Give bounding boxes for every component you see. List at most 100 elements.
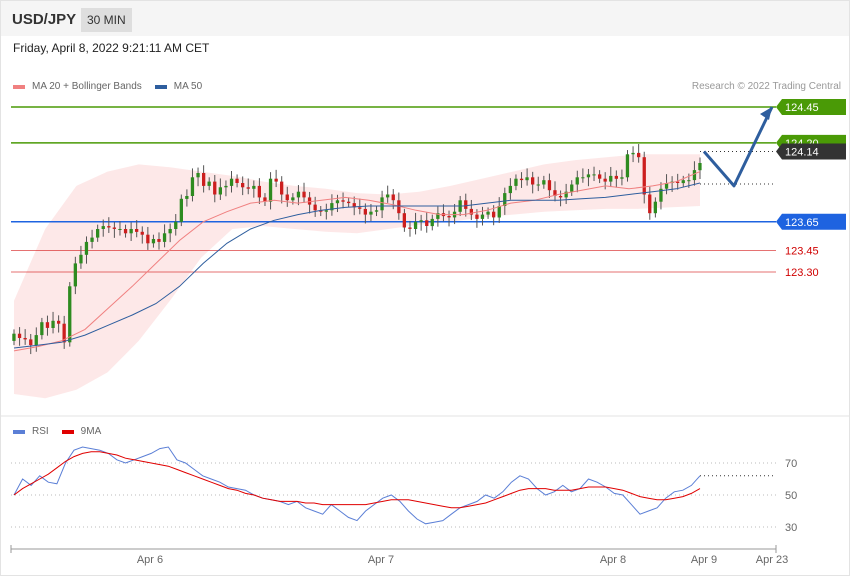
candle-down: [202, 173, 206, 186]
ma50-line: [13, 182, 701, 349]
candle-down: [352, 203, 356, 208]
candle-down: [614, 175, 618, 179]
candle-down: [475, 214, 479, 219]
candle-down: [402, 213, 406, 228]
candle-down: [112, 227, 116, 229]
candle-up: [514, 178, 518, 186]
legend-swatch: [13, 429, 25, 434]
rsi-tick-label: 30: [785, 522, 797, 534]
candle-down: [492, 211, 496, 218]
candle-down: [257, 185, 261, 198]
candle-up: [218, 187, 222, 195]
candle-up: [687, 180, 691, 182]
rsi-9ma-line: [13, 451, 701, 509]
candle-down: [17, 333, 22, 338]
candle-down: [319, 210, 323, 212]
candle-down: [274, 178, 278, 182]
level-badge-bg: [776, 143, 846, 160]
legend-label: MA 20 + Bollinger Bands: [32, 81, 142, 92]
candle-up: [179, 198, 183, 222]
candle-up: [486, 211, 490, 215]
candle-up: [592, 174, 596, 176]
level-badge: 124.14: [776, 143, 846, 160]
candle-down: [558, 196, 563, 198]
candle-up: [681, 180, 685, 184]
candle-up: [525, 177, 529, 181]
candle-down: [23, 338, 27, 340]
candle-down: [307, 197, 312, 205]
candle-up: [497, 206, 501, 218]
candle-up: [653, 201, 657, 214]
level-label: 123.45: [785, 245, 819, 257]
candle-up: [692, 170, 697, 181]
timeframe-badge[interactable]: 30 MIN: [81, 8, 132, 32]
legend-9ma: 9MA: [61, 426, 102, 437]
candle-up: [330, 203, 334, 211]
candle-up: [96, 229, 100, 238]
candle-down: [637, 152, 641, 158]
candle-down: [213, 181, 217, 195]
main-legend: MA 20 + Bollinger Bands MA 50: [13, 81, 215, 92]
candle-down: [408, 227, 412, 229]
candle-down: [107, 226, 111, 228]
candle-up: [503, 193, 507, 206]
level-label: 124.14: [785, 146, 819, 158]
legend-swatch: [61, 429, 74, 434]
candle-down: [447, 216, 451, 218]
x-tick-label: Apr 8: [600, 554, 626, 566]
candle-down: [464, 200, 468, 209]
candle-down: [553, 190, 557, 196]
candle-down: [397, 200, 401, 214]
bollinger-band: [14, 154, 700, 399]
rsi-line: [13, 446, 701, 525]
candle-down: [45, 322, 50, 328]
legend-rsi: RSI: [13, 426, 49, 437]
candle-down: [241, 183, 245, 188]
x-tick-label: Apr 7: [368, 554, 394, 566]
candle-down: [146, 234, 150, 244]
candle-up: [291, 197, 295, 201]
candle-up: [508, 185, 512, 194]
candle-up: [581, 177, 585, 179]
candle-up: [380, 197, 384, 211]
candle-down: [341, 200, 345, 202]
rsi-tick-label: 50: [785, 490, 797, 502]
candle-up: [224, 185, 228, 188]
candle-down: [358, 207, 362, 209]
candle-up: [296, 191, 301, 198]
candle-up: [436, 213, 440, 219]
candle-up: [369, 211, 373, 215]
legend-label: 9MA: [80, 426, 102, 437]
candle-up: [586, 174, 591, 178]
legend-ma50: MA 50: [154, 81, 202, 92]
candle-up: [51, 320, 55, 328]
candle-down: [676, 181, 680, 183]
candle-up: [480, 214, 485, 219]
candle-up: [252, 185, 256, 189]
ma20-line: [13, 171, 701, 352]
candle-down: [391, 194, 395, 201]
candle-up: [386, 194, 390, 198]
x-tick-label: Apr 23: [756, 554, 788, 566]
candle-up: [168, 229, 172, 234]
candle-up: [68, 286, 72, 343]
rsi-tick-label: 70: [785, 458, 797, 470]
candle-down: [531, 177, 535, 185]
candle-up: [625, 154, 630, 178]
candle-up: [90, 237, 94, 242]
candle-down: [285, 194, 289, 201]
candle-down: [29, 339, 33, 346]
credit-text: Research © 2022 Trading Central: [691, 81, 841, 92]
candle-up: [40, 322, 44, 336]
level-label: 124.45: [785, 102, 819, 114]
candle-down: [140, 231, 144, 235]
candle-up: [324, 210, 328, 212]
candle-down: [603, 178, 607, 182]
candle-up: [84, 241, 89, 255]
candle-up: [268, 178, 273, 202]
rsi-legend: RSI 9MA: [13, 426, 114, 437]
forecast-arrowhead: [760, 107, 772, 120]
level-badge: 124.45: [776, 99, 846, 115]
candle-up: [374, 210, 379, 212]
